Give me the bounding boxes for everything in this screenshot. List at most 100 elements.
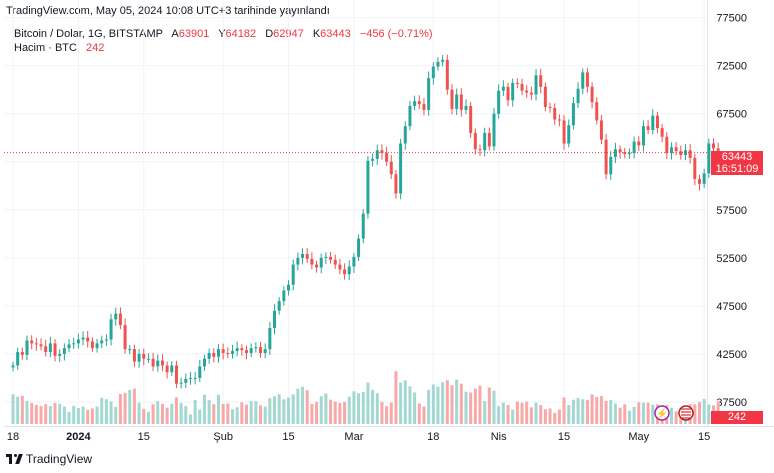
candle-body — [100, 340, 104, 344]
volume-bar — [240, 402, 244, 424]
candle-body — [235, 348, 239, 352]
footer-brand-name: TradingView — [26, 452, 93, 466]
volume-bar — [651, 404, 655, 424]
candle-body — [170, 365, 174, 373]
candle-body — [674, 147, 678, 152]
volume-bar — [385, 406, 389, 424]
y-tick-label: 47500 — [716, 301, 747, 313]
candle-body — [576, 88, 580, 104]
volume-bar — [16, 396, 20, 424]
volume-bar — [506, 405, 510, 424]
volume-label[interactable]: Hacim · BTC — [14, 42, 77, 54]
candle-body — [16, 352, 20, 366]
volume-bar — [571, 399, 575, 424]
candle-body — [688, 150, 692, 158]
volume-bar — [296, 388, 300, 424]
candle-body — [679, 151, 683, 156]
volume-bar — [128, 389, 132, 424]
y-tick-label: 77500 — [716, 13, 747, 25]
candle-body — [160, 360, 164, 366]
candle-body — [305, 253, 309, 259]
volume-bar — [25, 400, 29, 424]
candle-body — [478, 149, 482, 151]
candle-body — [301, 253, 305, 258]
volume-bar — [403, 380, 407, 424]
volume-bar — [641, 402, 645, 424]
volume-bar — [333, 401, 337, 424]
candle-body — [202, 358, 206, 367]
candle-body — [216, 349, 220, 357]
symbol-title[interactable]: Bitcoin / Dolar, 1G, BITSTAMP — [14, 28, 163, 40]
candle-body — [487, 132, 491, 147]
candle-body — [366, 160, 370, 214]
candle-body — [58, 353, 62, 356]
candle-body — [109, 319, 113, 340]
volume-bar — [62, 406, 66, 424]
volume-bar — [497, 406, 501, 424]
candle-body — [515, 82, 519, 84]
candle-body — [627, 153, 631, 155]
volume-bar — [371, 389, 375, 424]
volume-bar — [160, 403, 164, 424]
volume-bar — [413, 392, 417, 424]
bar-countdown: 16:51:09 — [715, 163, 759, 175]
candle-body — [445, 59, 449, 90]
candle-body — [450, 89, 454, 109]
volume-bar — [478, 385, 482, 424]
volume-bar — [249, 401, 253, 424]
candle-body — [184, 378, 188, 383]
candle-body — [431, 66, 435, 79]
candle-body — [613, 149, 617, 157]
candle-body — [273, 310, 277, 328]
volume-bar — [207, 400, 211, 424]
volume-bar — [366, 382, 370, 424]
candle-body — [665, 136, 669, 154]
candle-body — [259, 347, 263, 353]
candle-body — [646, 126, 650, 131]
chart-legend: Bitcoin / Dolar, 1G, BITSTAMP A63901 Y64… — [14, 27, 433, 55]
candle-body — [604, 139, 608, 175]
volume-bar — [646, 402, 650, 424]
high-label: Y — [218, 28, 226, 40]
candle-body — [469, 106, 473, 133]
x-tick-label: 15 — [138, 431, 150, 443]
publish-header: TradingView.com, May 05, 2024 10:08 UTC+… — [6, 5, 330, 17]
volume-bar — [539, 405, 543, 424]
candle-body — [25, 340, 29, 355]
volume-bar — [627, 410, 631, 424]
volume-bar — [72, 405, 76, 424]
volume-bar — [389, 402, 393, 424]
candle-body — [86, 337, 90, 342]
volume-bar — [188, 414, 192, 424]
candle-body — [174, 365, 178, 384]
volume-bar — [585, 400, 589, 424]
candle-body — [347, 266, 351, 275]
volume-bar — [623, 404, 627, 424]
candle-body — [357, 238, 361, 257]
volume-bar — [109, 401, 113, 424]
volume-bar — [90, 408, 94, 424]
low-label: D — [265, 28, 274, 40]
volume-bar — [464, 391, 468, 424]
candle-body — [282, 290, 286, 302]
volume-bar — [445, 380, 449, 424]
candle-body — [483, 132, 487, 151]
volume-bar — [529, 407, 533, 424]
close-value: 63443 — [320, 28, 351, 40]
x-tick-label: 2024 — [66, 431, 91, 443]
candle-body — [581, 72, 585, 89]
volume-bar — [693, 404, 697, 424]
x-tick-label: 18 — [427, 431, 439, 443]
candle-body — [142, 353, 146, 359]
volume-bar — [310, 403, 314, 424]
volume-bar — [123, 392, 127, 424]
y-tick-label: 37500 — [716, 397, 747, 409]
volume-bar — [100, 397, 104, 424]
volume-bar — [581, 399, 585, 424]
candle-body — [623, 152, 627, 155]
candle-body — [193, 377, 197, 379]
volume-bar — [702, 398, 706, 424]
candle-body — [291, 264, 295, 285]
volume-bar — [226, 403, 230, 424]
